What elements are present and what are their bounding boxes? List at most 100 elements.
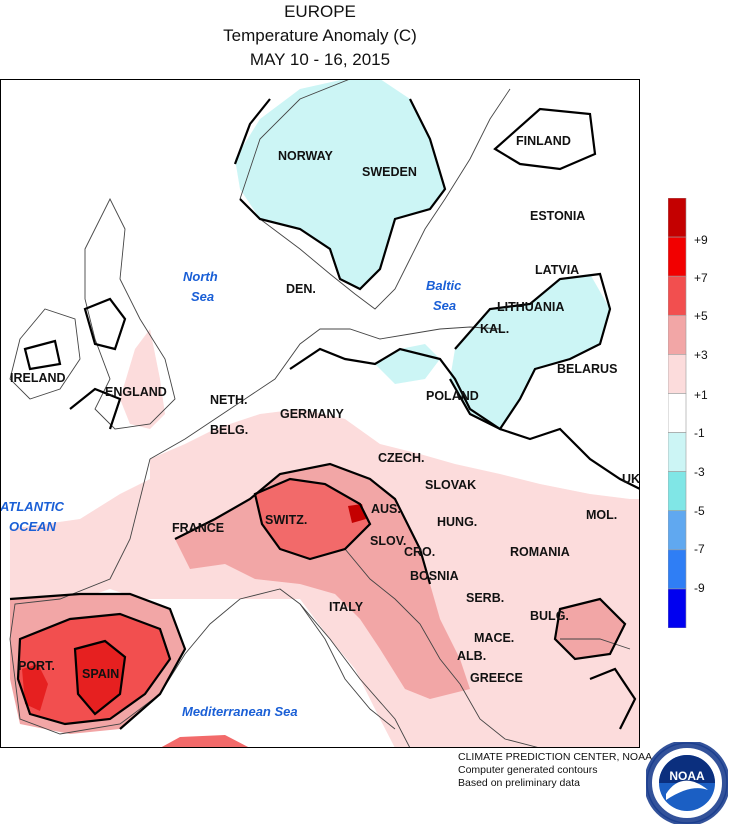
- legend-swatch: [668, 510, 687, 551]
- contour-line-switzerland: [253, 477, 372, 561]
- label-slovakia: SLOVAK: [425, 478, 476, 492]
- label-serbia: SERB.: [466, 591, 504, 605]
- map-title-variable: Temperature Anomaly (C): [223, 26, 417, 45]
- label-czech: CZECH.: [378, 451, 425, 465]
- label-france: FRANCE: [172, 521, 224, 535]
- label-moldova: MOL.: [586, 508, 617, 522]
- color-legend: [668, 198, 687, 628]
- legend-label-minus3: -3: [694, 465, 705, 479]
- legend-label-minus1: -1: [694, 426, 705, 440]
- label-norway: NORWAY: [278, 149, 334, 163]
- label-greece: GREECE: [470, 671, 523, 685]
- label-north-sea-line1: North: [183, 269, 218, 284]
- label-baltic-sea-line2: Sea: [433, 298, 456, 313]
- legend-swatch: [668, 354, 687, 394]
- coastline-balkans: [459, 638, 631, 748]
- contour-line-spain-7: [73, 639, 127, 716]
- contour-line-iberia-5: [16, 612, 172, 726]
- label-italy: ITALY: [329, 600, 364, 614]
- coastline-ireland: [9, 308, 81, 400]
- coastline-scandinavia: [239, 79, 511, 310]
- legend-label-minus9: -9: [694, 581, 705, 595]
- contour-line-ireland: [23, 339, 62, 371]
- legend-swatch: [668, 275, 687, 316]
- label-mediterranean-sea: Mediterranean Sea: [182, 704, 298, 719]
- legend-swatch: [668, 432, 687, 472]
- label-atlantic-line2: OCEAN: [9, 519, 57, 534]
- coastlines: [9, 79, 631, 748]
- label-macedonia: MACE.: [474, 631, 514, 645]
- legend-label-minus5: -5: [694, 504, 705, 518]
- label-baltic-sea-line1: Baltic: [426, 278, 462, 293]
- label-latvia: LATVIA: [535, 263, 579, 277]
- contour-line-iberia-3: [9, 592, 187, 730]
- anomaly-region-plus3-east: [555, 599, 625, 659]
- noaa-logo-text: NOAA: [669, 769, 705, 783]
- label-romania: ROMANIA: [510, 545, 570, 559]
- label-germany: GERMANY: [280, 407, 345, 421]
- map-title-period: MAY 10 - 16, 2015: [249, 50, 391, 69]
- label-atlantic-line1: ATLANTIC: [0, 499, 65, 514]
- contour-lines: [9, 98, 640, 730]
- legend-swatch: [668, 314, 687, 355]
- label-austria: AUS.: [371, 502, 401, 516]
- label-belgium: BELG.: [210, 423, 248, 437]
- footer-method: Computer generated contours: [458, 764, 598, 776]
- label-hungary: HUNG.: [437, 515, 477, 529]
- label-kal: KAL.: [480, 322, 509, 336]
- label-croatia: CRO.: [404, 545, 435, 559]
- label-portugal: PORT.: [18, 659, 55, 673]
- footer-source: CLIMATE PREDICTION CENTER, NOAA: [458, 751, 653, 763]
- label-slovenia: SLOV.: [370, 534, 406, 548]
- legend-swatch: [668, 471, 687, 512]
- contour-line-central-europe: [289, 347, 640, 490]
- contour-line-atlantic: [69, 387, 122, 430]
- legend-swatch: [668, 549, 687, 590]
- legend-swatch: [668, 393, 687, 433]
- label-sweden: SWEDEN: [362, 165, 417, 179]
- map-title-region: EUROPE: [284, 2, 356, 21]
- contour-line-greece: [589, 667, 637, 730]
- contour-line-finland: [493, 107, 597, 171]
- contour-line-east: [553, 597, 627, 661]
- label-netherlands: NETH.: [210, 393, 248, 407]
- label-bulgaria: BULG.: [530, 609, 569, 623]
- legend-label-plus5: +5: [694, 309, 708, 323]
- contour-line-alps: [174, 462, 432, 585]
- label-albania: ALB.: [457, 649, 486, 663]
- anomaly-region-plus5-alps: [255, 479, 370, 559]
- label-estonia: ESTONIA: [530, 209, 585, 223]
- label-denmark: DEN.: [286, 282, 316, 296]
- legend-swatches: [668, 198, 687, 628]
- anomaly-region-plus7-portugal: [22, 664, 48, 711]
- label-spain: SPAIN: [82, 667, 119, 681]
- anomaly-shading: [10, 79, 640, 748]
- coastline-italy: [299, 548, 461, 730]
- footer-note: Based on preliminary data: [458, 777, 580, 789]
- legend-label-plus1: +1: [694, 388, 708, 402]
- map-frame: [0, 79, 640, 748]
- contour-line-nordic: [233, 98, 447, 291]
- anomaly-region-plus1-uk: [120, 329, 165, 429]
- label-england: ENGLAND: [105, 385, 167, 399]
- contour-line-britain: [83, 297, 127, 351]
- legend-label-minus7: -7: [694, 542, 705, 556]
- anomaly-region-plus3-central: [175, 464, 470, 699]
- anomaly-region-minus1-scandinavia: [235, 79, 445, 289]
- label-ireland: IRELAND: [10, 371, 66, 385]
- label-belarus: BELARUS: [557, 362, 617, 376]
- label-poland: POLAND: [426, 389, 479, 403]
- legend-label-plus3: +3: [694, 348, 708, 362]
- legend-swatch: [668, 236, 687, 277]
- anomaly-region-minus1-baltic: [450, 274, 610, 429]
- label-ukraine: UK: [622, 472, 640, 486]
- anomaly-region-plus3-north-africa: [160, 735, 250, 748]
- label-switzerland: SWITZ.: [265, 513, 307, 527]
- temperature-anomaly-map: NORWAY SWEDEN FINLAND ESTONIA LATVIA LIT…: [0, 79, 640, 748]
- coastline-continent: [9, 326, 501, 748]
- legend-label-plus9: +9: [694, 233, 708, 247]
- label-finland: FINLAND: [516, 134, 571, 148]
- legend-swatch: [668, 588, 687, 628]
- noaa-logo: NOAA: [646, 742, 728, 824]
- label-north-sea-line2: Sea: [191, 289, 214, 304]
